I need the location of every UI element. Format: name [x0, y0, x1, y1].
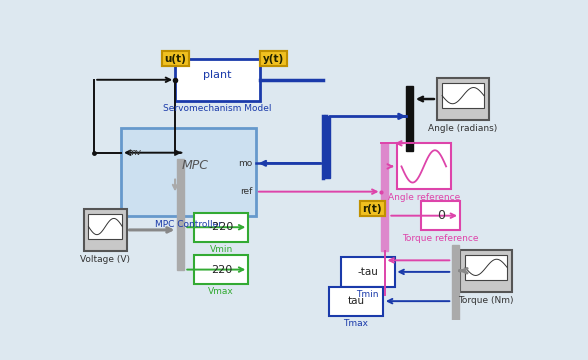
Bar: [406, 86, 413, 151]
Bar: [340, 257, 395, 287]
Text: Torque reference: Torque reference: [402, 234, 479, 243]
Bar: [465, 255, 507, 280]
Text: -220: -220: [209, 222, 234, 232]
Bar: [442, 83, 484, 108]
Text: plant: plant: [203, 70, 232, 80]
Text: Servomechanism Model: Servomechanism Model: [163, 104, 272, 113]
Bar: [175, 59, 260, 101]
Bar: [84, 209, 126, 251]
Text: y(t): y(t): [263, 54, 284, 64]
Bar: [422, 201, 460, 230]
Text: r(t): r(t): [362, 204, 382, 214]
Text: y(t): y(t): [263, 54, 284, 64]
Text: Torque (Nm): Torque (Nm): [459, 296, 514, 305]
Text: MPC: MPC: [182, 159, 209, 172]
Bar: [437, 78, 489, 120]
Text: Tmax: Tmax: [343, 319, 369, 328]
Bar: [460, 249, 512, 292]
Text: mv: mv: [128, 148, 142, 157]
Bar: [194, 213, 248, 242]
Text: Angle (radians): Angle (radians): [429, 124, 497, 133]
Text: r(t): r(t): [362, 204, 382, 214]
Text: r(t): r(t): [362, 204, 382, 214]
Bar: [121, 128, 256, 216]
Text: r(t): r(t): [362, 204, 382, 214]
Text: u(t): u(t): [164, 54, 186, 64]
Text: y(t): y(t): [263, 54, 284, 64]
Text: Vmax: Vmax: [208, 287, 234, 296]
Text: u(t): u(t): [164, 54, 186, 64]
Text: Vmin: Vmin: [210, 245, 233, 254]
Bar: [178, 159, 184, 270]
Bar: [88, 214, 122, 239]
Bar: [329, 287, 383, 316]
Text: Angle reference: Angle reference: [387, 193, 460, 202]
Bar: [452, 245, 459, 322]
Text: ref: ref: [240, 187, 252, 196]
Bar: [323, 116, 330, 178]
Text: y(t): y(t): [263, 54, 284, 64]
Text: tau: tau: [348, 296, 365, 306]
Text: Voltage (V): Voltage (V): [81, 255, 131, 264]
Text: Tmin: Tmin: [356, 290, 379, 299]
Text: u(t): u(t): [164, 54, 186, 64]
Text: MPC Controller: MPC Controller: [155, 220, 222, 229]
Bar: [397, 143, 451, 189]
Text: u(t): u(t): [164, 54, 186, 64]
Text: mo: mo: [238, 159, 252, 168]
Bar: [382, 143, 388, 251]
Text: 0: 0: [437, 209, 445, 222]
Bar: [194, 255, 248, 284]
Text: -tau: -tau: [357, 267, 378, 277]
Text: 220: 220: [211, 265, 232, 275]
